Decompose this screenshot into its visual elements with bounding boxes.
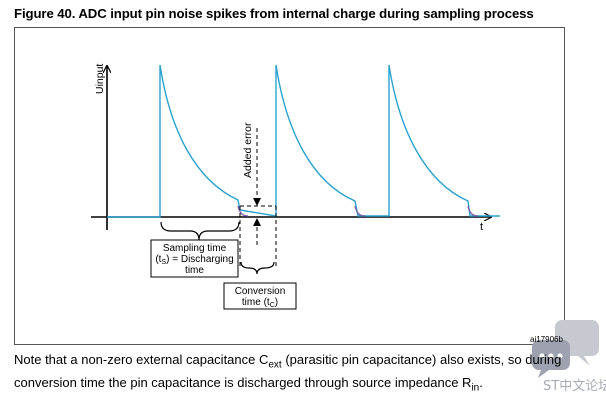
discharge-dip-1 bbox=[237, 205, 249, 217]
note-paragraph: Note that a non-zero external capacitanc… bbox=[14, 352, 562, 394]
added-error-label: Added error bbox=[242, 122, 254, 178]
x-axis-label: t bbox=[480, 221, 483, 233]
sampling-time-line3: time bbox=[185, 265, 204, 276]
sampling-time-line1: Sampling time bbox=[163, 243, 227, 254]
sampling-time-brace bbox=[160, 221, 240, 241]
watermark-text: ST中文论坛 bbox=[543, 379, 606, 394]
figure-frame bbox=[14, 27, 565, 345]
discharge-dip-2 bbox=[354, 205, 366, 217]
conversion-time-line2: time (tC) bbox=[242, 297, 278, 309]
conversion-time-line1: Conversion bbox=[235, 286, 286, 297]
discharge-dip-3 bbox=[467, 205, 479, 217]
figure-id: ai17906b bbox=[530, 335, 563, 344]
conversion-time-box bbox=[223, 282, 297, 310]
y-axis-label: Uinput bbox=[94, 64, 106, 94]
forum-logo-icon bbox=[532, 320, 599, 378]
figure-title: Figure 40. ADC input pin noise spikes fr… bbox=[14, 6, 534, 21]
noise-waveform bbox=[107, 64, 500, 218]
conversion-time-brace bbox=[240, 261, 275, 275]
sampling-time-line2: (tS) = Discharging bbox=[155, 254, 233, 266]
sampling-time-box bbox=[150, 239, 239, 278]
